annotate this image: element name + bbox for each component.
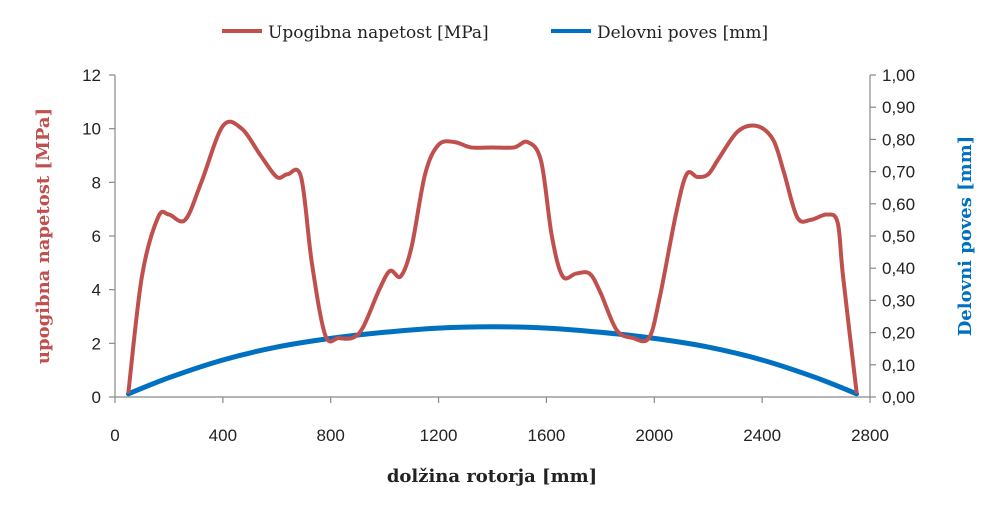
x-tick-label: 2000: [635, 426, 673, 445]
y-left-tick-label: 6: [92, 227, 101, 246]
x-tick-label: 400: [209, 426, 237, 445]
y-axis-right-title: Delovni poves [mm]: [955, 136, 976, 337]
y-right-tick-label: 0,80: [882, 130, 915, 149]
x-ticks: 0 400 800 1200 1600 2000 2400 2800: [110, 397, 889, 445]
y-left-tick-label: 4: [92, 281, 101, 300]
y-right-tick-label: 0,60: [882, 195, 915, 214]
y-right-tick-label: 0,70: [882, 163, 915, 182]
y-left-ticks: 0 2 4 6 8 10 12: [82, 66, 115, 407]
x-tick-label: 2400: [743, 426, 781, 445]
x-tick-label: 1200: [420, 426, 458, 445]
y-left-tick-label: 0: [92, 388, 101, 407]
y-right-tick-label: 0,00: [882, 388, 915, 407]
y-right-tick-label: 0,40: [882, 259, 915, 278]
y-left-tick-label: 2: [92, 334, 101, 353]
legend-label-deflection: Delovni poves [mm]: [597, 23, 768, 43]
y-right-ticks: 0,00 0,10 0,20 0,30 0,40 0,50 0,60 0,70 0,80 0,90…: [870, 66, 915, 407]
legend-label-stress: Upogibna napetost [MPa]: [268, 23, 489, 43]
y-right-tick-label: 0,10: [882, 356, 915, 375]
series-line-deflection: [125, 324, 860, 397]
x-axis-title: dolžina rotorja [mm]: [387, 466, 597, 487]
y-left-tick-label: 10: [82, 120, 101, 139]
y-right-tick-label: 0,20: [882, 324, 915, 343]
x-tick-label: 800: [317, 426, 345, 445]
y-right-tick-label: 0,90: [882, 98, 915, 117]
y-left-tick-label: 12: [82, 66, 101, 85]
series-lines: [125, 119, 860, 397]
y-left-tick-label: 8: [92, 173, 101, 192]
y-right-tick-label: 0,30: [882, 291, 915, 310]
legend: Upogibna napetost [MPa] Delovni poves [m…: [222, 23, 768, 43]
y-right-tick-label: 1,00: [882, 66, 915, 85]
series-line-stress: [126, 119, 859, 394]
x-tick-label: 1600: [528, 426, 566, 445]
x-tick-label: 0: [110, 426, 119, 445]
y-axis-left-title: upogibna napetost [MPa]: [33, 108, 54, 364]
x-tick-label: 2800: [851, 426, 889, 445]
y-right-tick-label: 0,50: [882, 227, 915, 246]
